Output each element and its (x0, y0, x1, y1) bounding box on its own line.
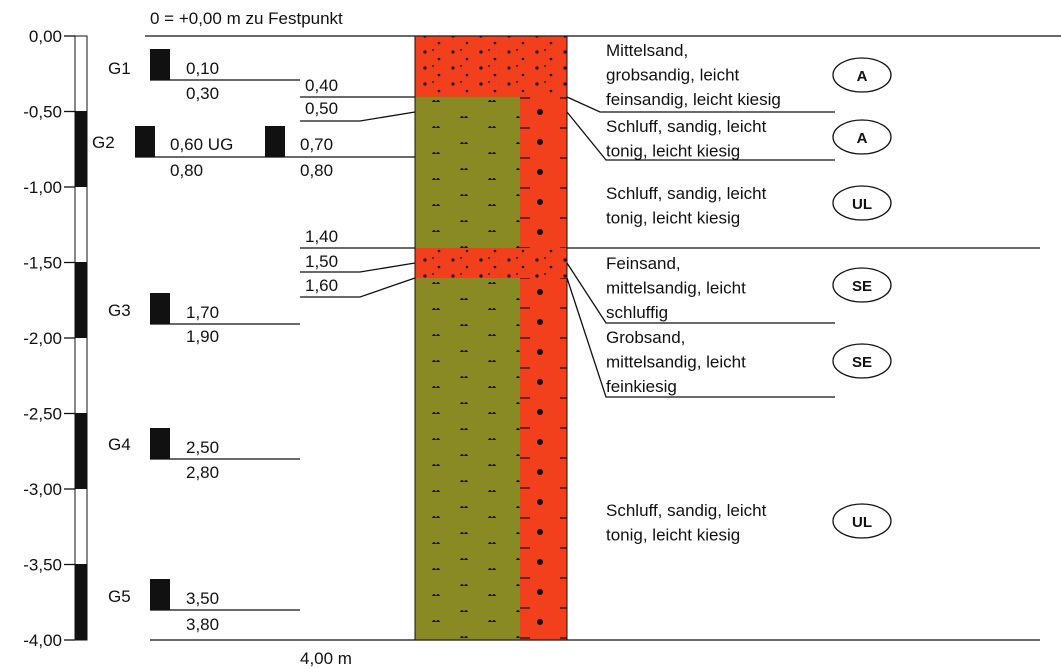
depth-axis: 0,00 -0,50 -1,00 -1,50 -2,00 -2,50 -3,00 -3,50 -… (23, 27, 87, 650)
sample-top: 0,60 UG (170, 135, 233, 154)
layer-description: feinkiesig (606, 377, 677, 396)
page: 0 = +0,00 m zu Festpunkt 4,00 m 0,00 -0,5… (0, 0, 1061, 668)
sample-bottom: 0,30 (186, 84, 219, 103)
layer-description: Schluff, sandig, leicht (606, 184, 767, 203)
layer-description: Feinsand, (606, 254, 681, 273)
boundary-label: 0,40 (305, 76, 338, 95)
layer-description: mittelsandig, leicht (606, 353, 746, 372)
layer-fill (520, 97, 567, 248)
reference-note: 0 = +0,00 m zu Festpunkt (150, 9, 343, 28)
layer-description: Mittelsand, (606, 41, 688, 60)
axis-label: -1,00 (23, 178, 62, 197)
sample-name: G3 (108, 301, 131, 320)
sample-name: G1 (108, 59, 131, 78)
soil-symbol: SE (852, 354, 872, 371)
sample-name: G2 (92, 133, 115, 152)
layer-description: mittelsandig, leicht (606, 279, 746, 298)
scale-segment (75, 111, 87, 187)
sample-bottom: 3,80 (186, 615, 219, 634)
sample-box (150, 579, 170, 610)
scale-segment (75, 262, 87, 338)
axis-label: -3,00 (23, 480, 62, 499)
sample-box (135, 126, 155, 157)
layer-description: schluffig (606, 303, 668, 322)
axis-label: -0,50 (23, 103, 62, 122)
layer-fill (520, 278, 567, 640)
borehole-log: 0 = +0,00 m zu Festpunkt 4,00 m 0,00 -0,5… (0, 0, 1061, 668)
soil-symbol: UL (852, 196, 872, 213)
samples: G1 0,10 0,30 G2 0,60 UG 0,70 0,80 0,80 G… (92, 49, 415, 634)
layer-description: grobsandig, leicht (606, 66, 740, 85)
descriptions: Mittelsand, grobsandig, leicht feinsandig,… (606, 41, 891, 545)
boundary-label: 1,50 (305, 252, 338, 271)
boundary-label: 1,40 (305, 227, 338, 246)
layer-fill (415, 248, 567, 278)
sample-box (265, 126, 285, 157)
layer-description: Schluff, sandig, leicht (606, 501, 767, 520)
sample-top: 1,70 (186, 303, 219, 322)
axis-label: -4,00 (23, 631, 62, 650)
scale-segment (75, 564, 87, 640)
axis-label: -2,00 (23, 329, 62, 348)
soil-symbol: A (857, 68, 868, 85)
layer-description: Grobsand, (606, 328, 685, 347)
soil-column (415, 36, 567, 640)
sample-name: G4 (108, 435, 131, 454)
axis-label: 0,00 (29, 27, 62, 46)
sample-top: 0,70 (300, 135, 333, 154)
layer-description: feinsandig, leicht kiesig (606, 90, 781, 109)
soil-symbol: SE (852, 278, 872, 295)
axis-label: -2,50 (23, 405, 62, 424)
layer-fill (415, 97, 520, 248)
layer-fill (415, 36, 567, 97)
sample-top: 2,50 (186, 438, 219, 457)
sample-name: G5 (108, 587, 131, 606)
boundary-label: 1,60 (305, 276, 338, 295)
sample-bottom: 0,80 (170, 161, 203, 180)
soil-symbol: A (857, 130, 868, 147)
layer-fill (415, 278, 520, 640)
sample-bottom: 0,80 (300, 161, 333, 180)
sample-top: 3,50 (186, 589, 219, 608)
sample-bottom: 2,80 (186, 463, 219, 482)
layer-description: tonig, leicht kiesig (606, 209, 740, 228)
boundaries: 0,40 0,50 1,40 1,50 1,60 (300, 76, 415, 297)
soil-symbol: UL (852, 514, 872, 531)
boundary-label: 0,50 (305, 99, 338, 118)
axis-label: -3,50 (23, 556, 62, 575)
sample-box (150, 293, 170, 324)
sample-bottom: 1,90 (186, 327, 219, 346)
layer-description: tonig, leicht kiesig (606, 142, 740, 161)
sample-box (150, 428, 170, 459)
layer-description: tonig, leicht kiesig (606, 526, 740, 545)
scale-segment (75, 413, 87, 489)
total-depth: 4,00 m (300, 649, 352, 668)
sample-box (150, 49, 170, 80)
layer-description: Schluff, sandig, leicht (606, 117, 767, 136)
sample-top: 0,10 (186, 59, 219, 78)
axis-label: -1,50 (23, 254, 62, 273)
